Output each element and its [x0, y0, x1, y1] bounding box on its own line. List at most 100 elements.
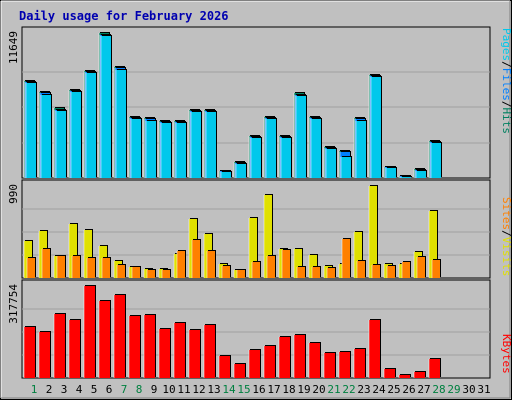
bar-visits-day-4	[69, 224, 77, 278]
bar-kbytes-day-12	[189, 330, 200, 378]
bar-pages-day-15	[236, 164, 246, 178]
bar-pages-day-28	[431, 143, 441, 178]
bar-pages-day-9	[146, 121, 156, 178]
bar-kbytes-day-7	[114, 295, 125, 378]
bar-pages-day-27	[416, 171, 426, 178]
bar-pages-day-26	[401, 177, 411, 178]
bar-sites-day-19	[297, 267, 305, 278]
day-label-5: 5	[91, 383, 98, 396]
bar-kbytes-day-26	[399, 375, 410, 378]
bar-pages-day-4	[71, 92, 81, 178]
bar-kbytes-day-2	[39, 332, 50, 378]
bar-pages-day-20	[311, 119, 321, 178]
bar-kbytes-day-4	[69, 320, 80, 378]
day-label-3: 3	[61, 383, 68, 396]
panel-hits-legend: Pages/Files/Hits	[500, 28, 512, 134]
bar-kbytes-day-18	[279, 337, 290, 378]
bar-sites-day-16	[252, 262, 260, 278]
day-label-28: 28	[432, 383, 445, 396]
legend-kbytes: KBytes	[500, 334, 512, 374]
bar-visits-day-19	[294, 249, 302, 278]
bar-sites-day-2	[42, 249, 50, 278]
panel-kbytes-legend: KBytes	[500, 334, 512, 374]
day-label-17: 17	[267, 383, 280, 396]
bar-pages-day-14	[221, 172, 231, 178]
bar-sites-day-3	[57, 256, 65, 278]
bar-sites-day-20	[312, 267, 320, 278]
panel-visits-legend: Sites/Visits	[500, 197, 512, 277]
day-label-9: 9	[151, 383, 158, 396]
panel-visits-max-label: 990	[7, 184, 20, 204]
bar-kbytes-day-14	[219, 356, 230, 378]
bar-kbytes-day-5	[84, 286, 95, 378]
chart-panels: 11649 Pages/Files/Hits990Sites/Visits3177…	[7, 26, 512, 379]
day-label-8: 8	[136, 383, 143, 396]
day-label-10: 10	[162, 383, 175, 396]
legend-files: Files	[500, 68, 512, 101]
bar-kbytes-day-17	[264, 346, 275, 378]
panel-kbytes-max-label: 317754	[7, 284, 20, 324]
bar-visits-day-23	[354, 232, 362, 278]
day-label-25: 25	[387, 383, 400, 396]
day-label-7: 7	[121, 383, 128, 396]
bar-sites-day-11	[177, 251, 185, 278]
bar-kbytes-day-22	[339, 352, 350, 378]
bar-pages-day-12	[191, 112, 201, 178]
panel-hits-bars	[23, 32, 442, 178]
bar-kbytes-day-11	[174, 323, 185, 378]
bar-kbytes-day-8	[129, 316, 140, 378]
day-label-12: 12	[192, 383, 205, 396]
bar-kbytes-day-6	[99, 301, 110, 378]
day-label-6: 6	[106, 383, 113, 396]
bar-sites-day-23	[357, 261, 365, 278]
bar-visits-day-24	[369, 186, 377, 278]
bar-sites-day-28	[432, 260, 440, 278]
bar-pages-day-16	[251, 138, 261, 178]
bar-pages-day-8	[131, 119, 141, 178]
bar-pages-day-13	[206, 112, 216, 178]
bar-pages-day-5	[86, 73, 96, 178]
bar-sites-day-13	[207, 251, 215, 278]
bar-pages-day-10	[161, 123, 171, 178]
day-label-18: 18	[282, 383, 295, 396]
bar-visits-day-5	[84, 230, 92, 278]
bar-kbytes-day-16	[249, 350, 260, 378]
day-label-19: 19	[297, 383, 310, 396]
bar-pages-day-24	[371, 77, 381, 178]
day-label-31: 31	[477, 383, 490, 396]
day-label-26: 26	[402, 383, 415, 396]
bar-kbytes-day-1	[24, 327, 35, 378]
bar-sites-day-22	[342, 239, 350, 278]
bar-kbytes-day-23	[354, 349, 365, 378]
day-label-2: 2	[46, 383, 53, 396]
day-label-23: 23	[357, 383, 370, 396]
day-label-29: 29	[447, 383, 460, 396]
panel-kbytes: 317754 KBytes	[7, 279, 512, 379]
bar-kbytes-day-27	[414, 372, 425, 378]
bar-kbytes-day-15	[234, 364, 245, 378]
day-label-1: 1	[31, 383, 38, 396]
bar-pages-day-6	[101, 36, 111, 178]
bar-pages-day-3	[56, 111, 66, 178]
bar-sites-day-12	[192, 240, 200, 278]
panel-visits: 990 Sites/Visits	[7, 179, 512, 279]
day-labels: 1 2 3 4 5 6 7 8 9 10 11 12 13 14 15 16 17 18 19 20 21 22 23 24 2…	[31, 383, 491, 396]
legend-visits: Visits	[500, 237, 512, 277]
bar-kbytes-day-9	[144, 315, 155, 378]
day-label-20: 20	[312, 383, 325, 396]
bar-visits-day-16	[249, 218, 257, 278]
bar-pages-day-18	[281, 138, 291, 178]
bar-sites-day-25	[387, 266, 395, 278]
bar-kbytes-day-28	[429, 359, 440, 378]
day-label-27: 27	[417, 383, 430, 396]
day-label-4: 4	[76, 383, 83, 396]
bar-kbytes-day-24	[369, 320, 380, 378]
bar-kbytes-day-19	[294, 335, 305, 378]
bar-sites-day-1	[27, 258, 35, 278]
bar-kbytes-day-13	[204, 325, 215, 378]
bar-pages-day-2	[41, 95, 51, 178]
panel-kbytes-bars	[23, 285, 441, 378]
legend-pages: Pages	[500, 28, 512, 61]
